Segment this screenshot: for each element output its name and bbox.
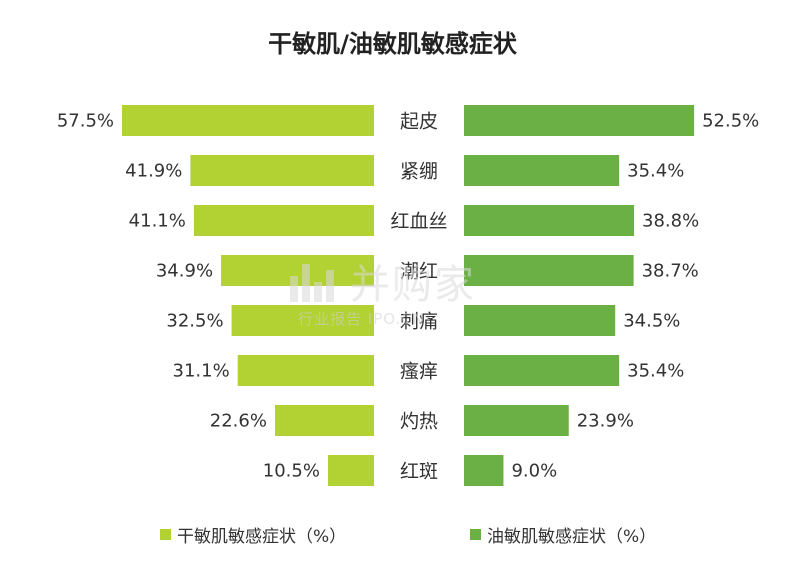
data-label-oily: 9.0% bbox=[511, 461, 557, 482]
legend-item-dry: 干敏肌敏感症状（%） bbox=[160, 522, 346, 547]
data-label-dry: 31.1% bbox=[173, 361, 230, 382]
bar-oily bbox=[464, 405, 569, 436]
bar-oily bbox=[464, 355, 620, 386]
bar-oily bbox=[464, 205, 635, 236]
bar-dry bbox=[327, 455, 374, 486]
data-label-dry: 22.6% bbox=[210, 411, 267, 432]
bar-oily bbox=[464, 155, 620, 186]
data-label-oily: 35.4% bbox=[627, 361, 684, 382]
data-label-oily: 38.7% bbox=[642, 261, 699, 282]
bar-oily bbox=[464, 105, 695, 136]
bar-dry bbox=[122, 105, 374, 136]
legend-item-oily: 油敏肌敏感症状（%） bbox=[470, 522, 656, 547]
data-label-dry: 41.1% bbox=[129, 211, 186, 232]
chart-title: 干敏肌/油敏肌敏感症状 bbox=[268, 30, 517, 58]
bar-oily bbox=[464, 255, 634, 286]
bar-dry bbox=[231, 305, 374, 336]
category-label: 潮红 bbox=[400, 261, 438, 283]
category-label: 红血丝 bbox=[390, 211, 447, 233]
category-label: 瘙痒 bbox=[400, 361, 438, 383]
data-label-oily: 34.5% bbox=[623, 311, 680, 332]
category-label: 起皮 bbox=[400, 111, 438, 133]
data-label-dry: 57.5% bbox=[57, 111, 114, 132]
category-label: 红斑 bbox=[400, 461, 438, 483]
data-label-oily: 52.5% bbox=[702, 111, 759, 132]
data-label-oily: 35.4% bbox=[627, 161, 684, 182]
category-label: 刺痛 bbox=[400, 311, 438, 333]
legend-swatch-dry bbox=[160, 529, 171, 540]
bar-oily bbox=[464, 455, 504, 486]
data-label-dry: 34.9% bbox=[156, 261, 213, 282]
bar-dry bbox=[274, 405, 374, 436]
legend-label-dry: 干敏肌敏感症状（%） bbox=[177, 527, 347, 547]
data-label-dry: 10.5% bbox=[263, 461, 320, 482]
bar-dry bbox=[221, 255, 374, 286]
data-label-oily: 38.8% bbox=[642, 211, 699, 232]
data-label-dry: 32.5% bbox=[166, 311, 223, 332]
bar-dry bbox=[190, 155, 374, 186]
bar-oily bbox=[464, 305, 616, 336]
category-label: 紧绷 bbox=[400, 161, 438, 183]
data-label-oily: 23.9% bbox=[577, 411, 634, 432]
legend-swatch-oily bbox=[470, 529, 481, 540]
legend-label-oily: 油敏肌敏感症状（%） bbox=[487, 527, 657, 547]
category-label: 灼热 bbox=[400, 411, 438, 433]
bar-dry bbox=[193, 205, 374, 236]
bar-dry bbox=[237, 355, 374, 386]
data-label-dry: 41.9% bbox=[125, 161, 182, 182]
